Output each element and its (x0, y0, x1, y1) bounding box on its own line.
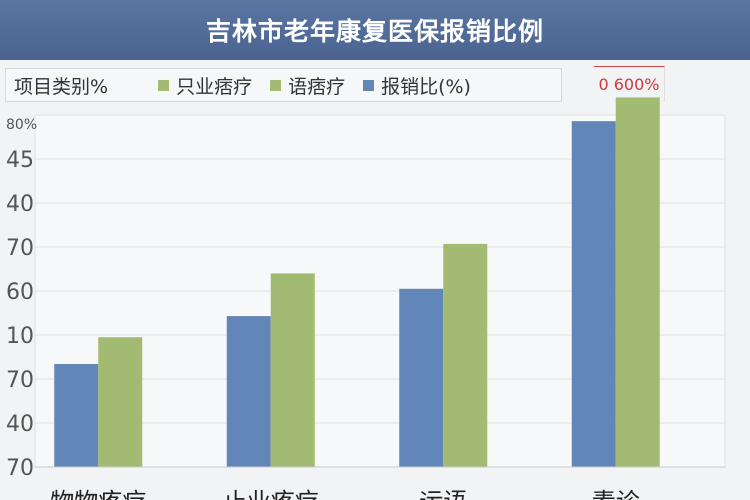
annotation: 0 600% (594, 66, 665, 101)
legend-label: 报销比(%) (381, 75, 471, 98)
x-tick-label: 运语 (419, 488, 467, 500)
y-tick-label: 45 (6, 148, 34, 173)
legend-header: 项目类别% (14, 75, 109, 98)
x-tick-label: 止业疼疗 (223, 488, 319, 500)
y-tick-label: 70 (6, 456, 34, 481)
bar (571, 121, 616, 467)
legend-swatch (270, 79, 282, 91)
x-tick-label: 素诊 (592, 488, 640, 500)
legend-item: 报销比(%) (363, 72, 471, 99)
legend-label: 语痞疗 (288, 75, 346, 98)
bar (98, 337, 143, 467)
legend-item: 只业痞疗 (158, 72, 252, 99)
title-bar: 吉林市老年康复医保报销比例 (0, 0, 750, 60)
bar (226, 316, 271, 467)
y-tick-label: 70 (6, 236, 34, 261)
y-tick-label: 60 (6, 280, 34, 305)
y-tick-label: 10 (6, 324, 34, 349)
bar (443, 243, 488, 467)
legend-swatch (363, 79, 375, 91)
legend: 项目类别% 只业痞疗 语痞疗 报销比(%) (5, 68, 562, 102)
y-tick-label: 70 (6, 368, 34, 393)
y-tick-label: 40 (6, 412, 34, 437)
bar (615, 97, 660, 468)
legend-item: 语痞疗 (270, 72, 345, 99)
legend-swatch (158, 79, 170, 91)
x-tick-label: 物物疼疗 (50, 488, 146, 500)
y-tick-label: 80% (6, 117, 37, 133)
bar (399, 288, 444, 467)
bar (270, 273, 315, 467)
y-tick-label: 40 (6, 192, 34, 217)
legend-label: 只业痞疗 (176, 75, 253, 98)
bar (54, 364, 99, 467)
chart-title: 吉林市老年康复医保报销比例 (205, 17, 544, 46)
